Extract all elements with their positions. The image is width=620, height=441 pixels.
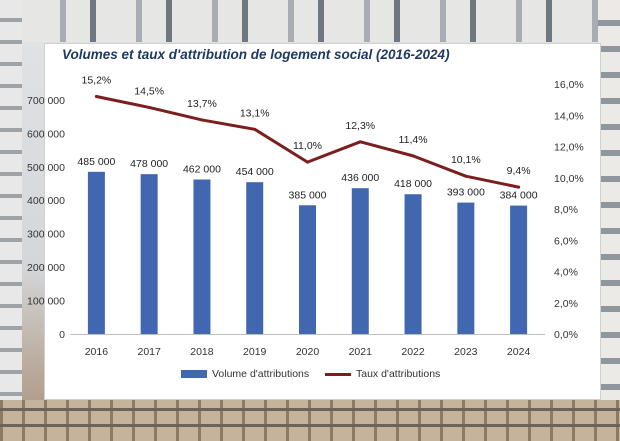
y-axis-left: 0 100 000 200 000 300 000 400 000 500 000 600 … <box>27 95 65 341</box>
legend-label-taux: Taux d'attributions <box>356 368 441 380</box>
y-left-tick-label: 500 000 <box>27 162 65 174</box>
line-point <box>464 174 468 178</box>
chart-title: Volumes et taux d'attribution de logemen… <box>62 47 450 62</box>
y-right-tick-label: 2,0% <box>554 298 578 310</box>
y-right-tick-label: 4,0% <box>554 267 578 279</box>
bar-data-label: 418 000 <box>394 178 432 190</box>
x-tick-label: 2024 <box>507 346 531 358</box>
bar-data-label: 454 000 <box>236 166 274 178</box>
line-point <box>147 105 151 109</box>
bar <box>351 188 369 334</box>
x-tick-label: 2018 <box>190 346 214 358</box>
y-right-tick-label: 14,0% <box>554 110 584 122</box>
line-data-label: 10,1% <box>451 154 481 166</box>
bar <box>510 205 528 334</box>
bar-data-label: 462 000 <box>183 164 221 176</box>
bar-data-labels: 485 000 478 000 462 000 454 000 385 000 436 0… <box>77 156 537 202</box>
y-left-tick-label: 0 <box>59 329 65 341</box>
line-point <box>358 140 362 144</box>
bar <box>87 171 105 334</box>
x-tick-label: 2021 <box>349 346 373 358</box>
legend-label-volume: Volume d'attributions <box>212 368 310 380</box>
building-facade <box>20 0 600 42</box>
legend-swatch-line <box>325 372 351 376</box>
x-tick-label: 2019 <box>243 346 267 358</box>
legend-item-volume: Volume d'attributions <box>181 368 309 380</box>
line-data-label: 13,1% <box>240 107 270 119</box>
line-point <box>517 185 521 189</box>
line-point <box>306 160 309 164</box>
building-left <box>0 0 22 400</box>
y-right-tick-label: 0,0% <box>554 329 578 341</box>
bar <box>193 179 211 334</box>
line-data-label: 11,0% <box>293 140 322 152</box>
legend: Volume d'attributions Taux d'attribution… <box>0 368 620 384</box>
bar <box>299 205 316 334</box>
line-data-labels: 15,2% 14,5% 13,7% 13,1% 11,0% 12,3% 11,4% 10,1%… <box>81 75 530 178</box>
bar-data-label: 485 000 <box>77 156 115 168</box>
bar <box>140 174 158 334</box>
x-tick-label: 2023 <box>454 346 478 358</box>
y-left-tick-label: 100 000 <box>27 296 65 308</box>
x-tick-label: 2020 <box>296 346 320 358</box>
legend-swatch-bar <box>181 370 207 378</box>
bar-data-label: 436 000 <box>341 172 379 184</box>
x-tick-label: 2022 <box>401 346 425 358</box>
bar-data-label: 385 000 <box>289 189 327 201</box>
line-data-label: 15,2% <box>81 75 111 87</box>
line-data-label: 9,4% <box>507 165 531 177</box>
y-right-tick-label: 12,0% <box>554 142 584 154</box>
line-point <box>253 127 257 131</box>
building-right <box>598 0 620 400</box>
y-left-tick-label: 400 000 <box>27 195 65 207</box>
bar-data-label: 393 000 <box>447 187 485 199</box>
line-series <box>94 95 521 189</box>
line-point <box>200 118 204 122</box>
bar <box>246 182 264 334</box>
y-right-tick-label: 16,0% <box>554 79 584 91</box>
bar <box>404 194 422 334</box>
bar-data-label: 384 000 <box>500 190 538 202</box>
y-right-tick-label: 10,0% <box>554 173 584 185</box>
construction-fence <box>0 400 620 441</box>
line-point <box>411 154 415 158</box>
y-left-tick-label: 200 000 <box>27 262 65 274</box>
y-left-tick-label: 600 000 <box>27 128 65 140</box>
chart-card <box>45 44 600 399</box>
y-right-tick-label: 6,0% <box>554 235 578 247</box>
y-right-tick-label: 8,0% <box>554 204 578 216</box>
line-point <box>94 95 98 98</box>
y-left-tick-label: 700 000 <box>27 95 65 107</box>
legend-item-taux: Taux d'attributions <box>325 368 440 380</box>
x-tick-label: 2016 <box>85 346 109 358</box>
y-axis-right: 0,0% 2,0% 4,0% 6,0% 8,0% 10,0% 12,0% 14,0% 16,0% <box>554 79 584 341</box>
bar-data-label: 478 000 <box>130 158 168 170</box>
x-tick-label: 2017 <box>137 346 161 358</box>
line-data-label: 12,3% <box>345 120 375 132</box>
bar-series <box>87 171 528 334</box>
y-left-tick-label: 300 000 <box>27 229 65 241</box>
line-data-label: 11,4% <box>399 134 428 146</box>
bar <box>457 202 475 334</box>
line-data-label: 14,5% <box>134 85 164 97</box>
x-axis: 2016 2017 2018 2019 2020 2021 2022 2023 2024 <box>70 334 545 358</box>
fence-rail <box>0 424 620 427</box>
line-data-label: 13,7% <box>187 98 217 110</box>
fence-rail <box>0 408 620 411</box>
